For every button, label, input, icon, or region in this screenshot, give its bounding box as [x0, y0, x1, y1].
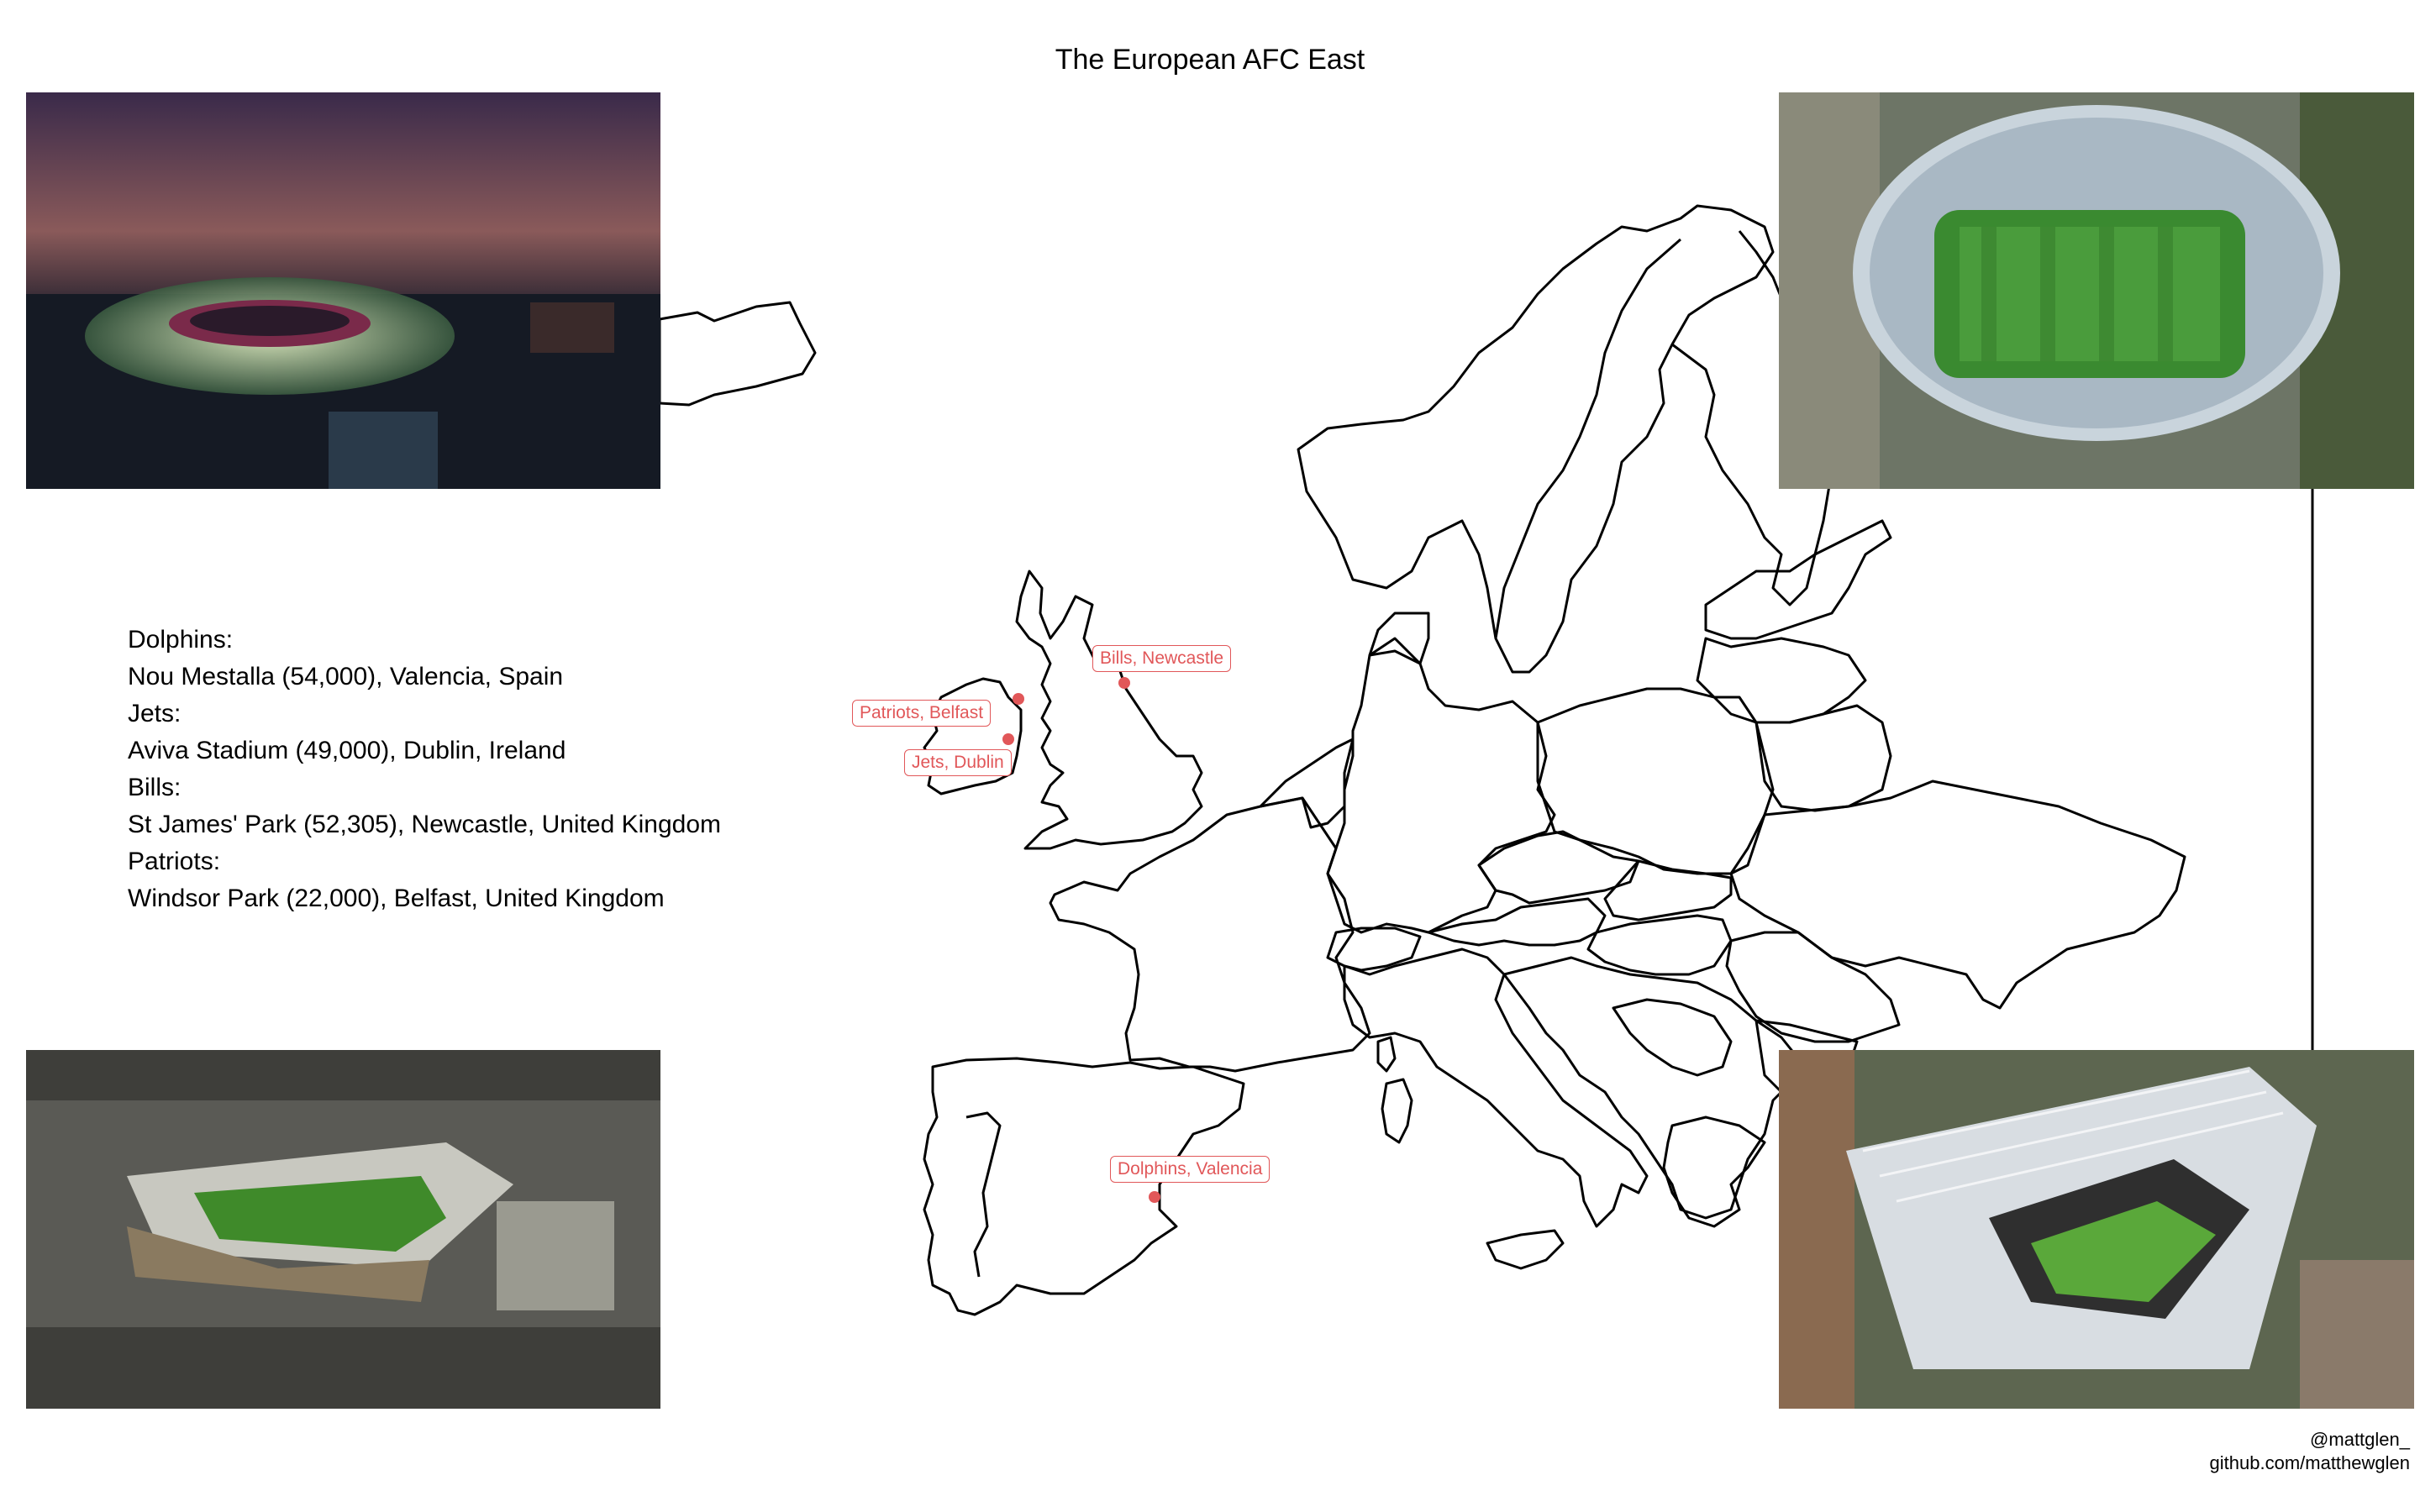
label-patriots-belfast: Patriots, Belfast	[852, 700, 992, 727]
aviva-stadium-photo	[1779, 92, 2414, 489]
credit-handle: @mattglen_	[2310, 1429, 2410, 1450]
sardinia-outline	[1381, 1078, 1413, 1144]
credit: @mattglen_ github.com/matthewglen	[2210, 1428, 2410, 1475]
iceland-outline	[658, 301, 817, 407]
label-bills-newcastle: Bills, Newcastle	[1092, 645, 1232, 672]
greece-outline	[1662, 1116, 1766, 1228]
sweden-outline	[1494, 238, 1681, 639]
benelux-outline	[1259, 738, 1355, 829]
credit-github: github.com/matthewglen	[2209, 1452, 2410, 1473]
ukraine-outline	[1729, 780, 2186, 1010]
corsica-outline	[1376, 1036, 1397, 1073]
great-britain-outline	[1015, 570, 1203, 850]
team-name: Dolphins:	[128, 626, 234, 654]
baltic-outline	[1704, 519, 1892, 640]
sicily-outline	[1486, 1229, 1565, 1270]
marker-patriots-belfast	[1013, 693, 1024, 705]
czechia-outline	[1477, 830, 1640, 905]
belarus-outline	[1754, 704, 1892, 812]
nou-mestalla-photo	[26, 92, 660, 489]
label-dolphins-valencia: Dolphins, Valencia	[1110, 1156, 1270, 1183]
germany-outline	[1326, 637, 1556, 934]
map-title: The European AFC East	[1055, 44, 1365, 76]
st-james-park-photo	[1779, 1050, 2414, 1409]
team-name: Patriots:	[128, 848, 221, 875]
scandinavia-outline	[1297, 204, 1775, 674]
austria-outline	[1427, 897, 1607, 947]
team-name: Jets:	[128, 700, 182, 727]
team-name: Bills:	[128, 774, 182, 801]
portugal-outline	[965, 1111, 1002, 1278]
stadium-detail: St James' Park (52,305), Newcastle, Unit…	[128, 811, 722, 838]
italy-outline	[1343, 948, 1649, 1228]
stadium-info: Dolphins: Nou Mestalla (54,000), Valenci…	[128, 622, 721, 917]
label-jets-dublin: Jets, Dublin	[904, 749, 1012, 776]
denmark-outline	[1368, 612, 1430, 665]
serbia-outline	[1612, 998, 1733, 1077]
stadium-detail: Nou Mestalla (54,000), Valencia, Spain	[128, 663, 564, 690]
france-outline	[1049, 796, 1371, 1073]
windsor-park-photo	[26, 1050, 660, 1409]
slovakia-outline	[1603, 859, 1733, 921]
iberia-outline	[923, 1057, 1245, 1316]
marker-dolphins-valencia	[1149, 1191, 1160, 1203]
ireland-outline	[923, 677, 1023, 795]
stadium-detail: Windsor Park (22,000), Belfast, United K…	[128, 885, 665, 912]
balkans-outline	[1502, 956, 1800, 1220]
baltic-states-outline	[1696, 637, 1867, 724]
hungary-outline	[1586, 914, 1733, 976]
marker-bills-newcastle	[1118, 677, 1130, 689]
marker-jets-dublin	[1002, 733, 1014, 745]
stadium-detail: Aviva Stadium (49,000), Dublin, Ireland	[128, 737, 566, 764]
switzerland-outline	[1326, 927, 1422, 972]
romania-outline	[1725, 931, 1901, 1043]
